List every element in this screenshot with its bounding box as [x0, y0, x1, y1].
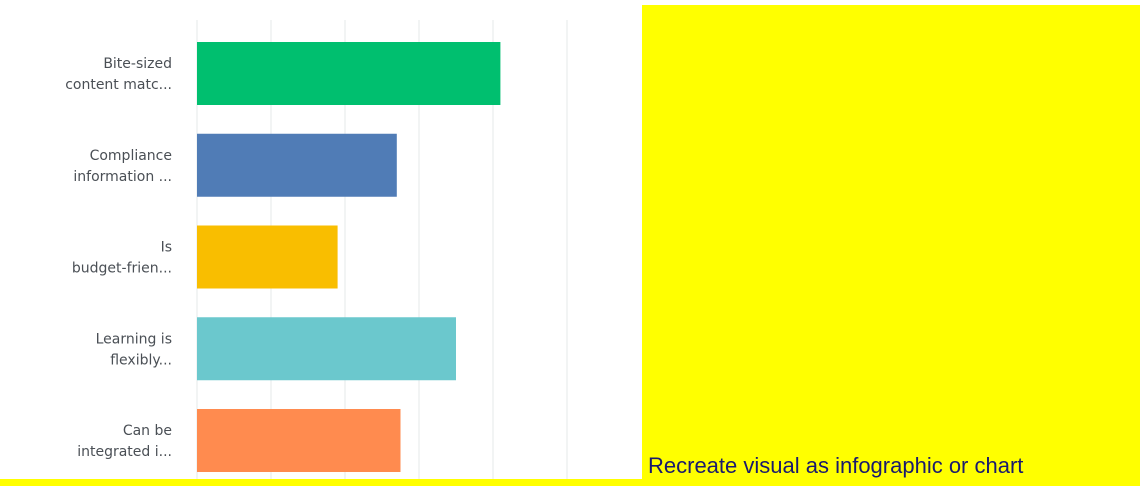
recreate-visual-caption: Recreate visual as infographic or chart	[648, 453, 1024, 478]
category-label-line: Can be	[123, 423, 172, 439]
yellow-highlight-panel	[642, 5, 1140, 479]
bars	[197, 42, 501, 472]
category-label-line: budget-frien...	[72, 261, 172, 277]
bar-1	[197, 42, 501, 105]
category-label-line: content matc...	[65, 77, 172, 93]
category-label-line: information ...	[73, 169, 172, 185]
category-label-line: integrated i...	[77, 444, 172, 460]
category-label-line: Bite-sized	[103, 56, 172, 72]
category-label-2: Compliance information ...	[73, 148, 172, 185]
category-labels: Bite-sized content matc... Compliance infor…	[65, 56, 172, 460]
category-label-line: Is	[161, 240, 172, 256]
category-label-4: Learning is flexibly...	[96, 331, 172, 368]
bar-3	[197, 225, 338, 289]
category-label-line: Learning is	[96, 331, 172, 347]
bar-chart-svg: Bite-sized content matc... Compliance infor…	[65, 20, 568, 486]
category-label-line: flexibly...	[110, 352, 172, 368]
bar-5	[197, 409, 401, 472]
category-label-3: Is budget-frien...	[72, 240, 172, 277]
bar-4	[197, 317, 456, 381]
category-label-line: Compliance	[90, 148, 172, 164]
category-label-5: Can be integrated i...	[77, 423, 172, 460]
bar-2	[197, 133, 397, 197]
category-label-1: Bite-sized content matc...	[65, 56, 172, 93]
yellow-bottom-strip	[0, 479, 1140, 486]
bar-chart: Bite-sized content matc... Compliance infor…	[65, 20, 568, 486]
